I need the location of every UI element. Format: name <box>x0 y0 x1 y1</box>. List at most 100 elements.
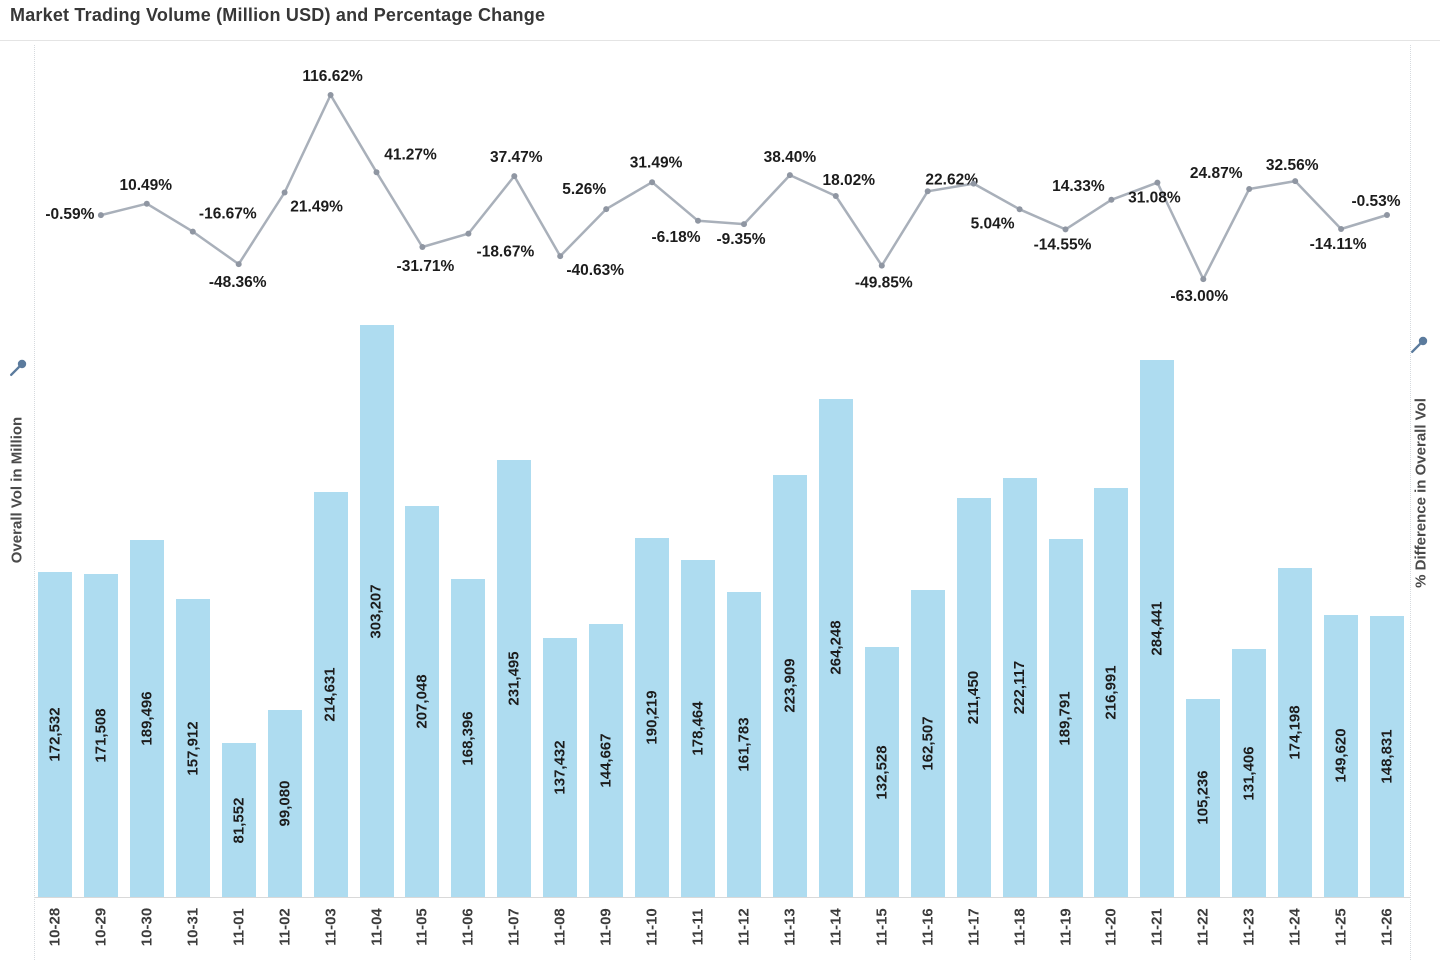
volume-bar[interactable]: 178,464 <box>681 560 715 897</box>
line-point-marker[interactable] <box>189 228 196 235</box>
x-tick-label[interactable]: 11-15 <box>873 908 891 946</box>
volume-bar[interactable]: 174,198 <box>1278 568 1313 897</box>
volume-bar[interactable]: 189,496 <box>129 539 164 897</box>
line-point-marker[interactable] <box>649 179 656 186</box>
bar-value-label: 81,552 <box>230 797 248 844</box>
x-tick-label[interactable]: 10-30 <box>138 907 156 947</box>
line-value-label: 32.56% <box>1266 157 1319 174</box>
volume-bar[interactable]: 148,831 <box>1370 616 1404 897</box>
volume-bar[interactable]: 144,667 <box>589 624 624 897</box>
line-series: -0.59% 10.49% -16.67% -48.36% 21.49% 116.62% 4… <box>45 68 1400 305</box>
x-tick-label[interactable]: 11-05 <box>413 908 431 946</box>
line-point-marker[interactable] <box>557 253 564 260</box>
volume-bar[interactable]: 172,532 <box>38 571 72 897</box>
x-tick-label[interactable]: 11-19 <box>1057 908 1074 946</box>
x-tick-label[interactable]: 11-04 <box>368 908 385 946</box>
x-tick-label[interactable]: 11-01 <box>230 908 248 946</box>
line-point-marker[interactable] <box>741 221 747 228</box>
line-point-marker[interactable] <box>327 92 334 98</box>
line-point-marker[interactable] <box>695 217 701 224</box>
x-tick-label[interactable]: 11-07 <box>505 908 523 946</box>
bar-value-label: 149,620 <box>1332 728 1350 783</box>
x-tick-label[interactable]: 11-06 <box>459 908 477 946</box>
line-point-marker[interactable] <box>1338 226 1345 232</box>
x-tick-label[interactable]: 11-02 <box>276 908 294 946</box>
volume-bar[interactable]: 157,912 <box>175 599 210 897</box>
volume-bar[interactable]: 231,495 <box>497 460 532 897</box>
x-tick-label[interactable]: 11-08 <box>551 908 569 946</box>
x-tick-label[interactable]: 11-24 <box>1286 908 1304 946</box>
volume-bar[interactable]: 190,219 <box>635 538 670 897</box>
line-point-marker[interactable] <box>924 188 931 195</box>
bar-value-label: 211,450 <box>965 670 983 725</box>
line-point-marker[interactable] <box>832 193 839 199</box>
x-tick-label[interactable]: 11-26 <box>1378 908 1396 946</box>
x-tick-label[interactable]: 11-10 <box>643 908 661 946</box>
line-point-marker[interactable] <box>373 169 380 176</box>
line-point-marker[interactable] <box>1384 212 1390 218</box>
line-point-marker[interactable] <box>1108 196 1115 203</box>
volume-bar[interactable]: 162,507 <box>910 590 945 897</box>
volume-bar[interactable]: 303,207 <box>359 325 394 897</box>
x-tick-label[interactable]: 11-21 <box>1148 908 1166 946</box>
volume-bar[interactable]: 214,631 <box>313 492 348 897</box>
line-point-marker[interactable] <box>786 172 793 179</box>
volume-bar[interactable]: 223,909 <box>772 474 807 897</box>
x-tick-label[interactable]: 11-11 <box>689 908 707 946</box>
volume-bar[interactable]: 216,991 <box>1094 487 1129 897</box>
x-tick-label[interactable]: 11-22 <box>1194 908 1212 946</box>
pushpin-icon[interactable] <box>8 356 30 378</box>
line-point-marker[interactable] <box>235 261 242 268</box>
x-tick-label[interactable]: 11-20 <box>1102 908 1120 946</box>
volume-bar[interactable]: 207,048 <box>405 506 440 897</box>
line-point-marker[interactable] <box>603 206 610 213</box>
line-point-marker[interactable] <box>465 230 472 237</box>
x-tick-label[interactable]: 11-12 <box>735 908 753 946</box>
volume-bar[interactable]: 131,406 <box>1232 649 1267 897</box>
line-value-label: 14.33% <box>1052 178 1105 195</box>
x-tick-label[interactable]: 11-03 <box>322 908 340 946</box>
volume-bar[interactable]: 105,236 <box>1186 698 1221 897</box>
line-point-marker[interactable] <box>97 212 104 219</box>
x-tick-label[interactable]: 11-14 <box>827 908 845 946</box>
volume-bar[interactable]: 132,528 <box>864 647 899 897</box>
line-point-marker[interactable] <box>1062 226 1069 233</box>
x-tick-label[interactable]: 11-23 <box>1240 908 1258 946</box>
line-point-marker[interactable] <box>1292 178 1299 185</box>
left-axis-title: Overall Vol in Million <box>8 416 26 564</box>
line-point-marker[interactable] <box>1246 186 1253 192</box>
volume-bar[interactable]: 81,552 <box>221 743 256 897</box>
pushpin-icon[interactable] <box>1409 333 1431 355</box>
line-point-marker[interactable] <box>511 173 518 180</box>
line-point-marker[interactable] <box>1016 206 1023 213</box>
line-point-marker[interactable] <box>143 200 150 207</box>
volume-bar[interactable]: 171,508 <box>83 573 118 897</box>
line-point-marker[interactable] <box>1154 179 1161 186</box>
x-tick-label[interactable]: 10-31 <box>184 907 202 947</box>
x-tick-label[interactable]: 11-09 <box>597 908 615 946</box>
line-point-marker[interactable] <box>970 180 977 187</box>
line-point-marker[interactable] <box>419 244 426 250</box>
x-tick-label[interactable]: 11-17 <box>965 908 983 946</box>
x-tick-label[interactable]: 11-13 <box>781 908 799 946</box>
bar-value-label: 171,508 <box>92 708 110 763</box>
volume-bar[interactable]: 137,432 <box>543 637 578 897</box>
bar-value-label: 148,831 <box>1378 729 1396 784</box>
volume-bar[interactable]: 149,620 <box>1324 614 1359 897</box>
volume-bar[interactable]: 222,117 <box>1002 478 1037 897</box>
line-point-marker[interactable] <box>281 189 288 196</box>
volume-bar[interactable]: 168,396 <box>451 579 486 897</box>
volume-bar[interactable]: 189,791 <box>1048 539 1083 897</box>
volume-bar[interactable]: 284,441 <box>1140 360 1175 897</box>
volume-bar[interactable]: 211,450 <box>956 498 991 897</box>
volume-bar[interactable]: 264,248 <box>818 398 853 897</box>
line-point-marker[interactable] <box>1200 276 1207 283</box>
x-tick-label[interactable]: 11-18 <box>1011 908 1029 946</box>
x-tick-label[interactable]: 10-29 <box>92 907 110 947</box>
volume-bar[interactable]: 99,080 <box>267 710 302 897</box>
x-tick-label[interactable]: 11-16 <box>919 908 937 946</box>
x-tick-label[interactable]: 11-25 <box>1332 908 1350 946</box>
x-tick-label[interactable]: 10-28 <box>46 907 64 947</box>
volume-bar[interactable]: 161,783 <box>727 591 761 897</box>
line-point-marker[interactable] <box>878 262 885 269</box>
